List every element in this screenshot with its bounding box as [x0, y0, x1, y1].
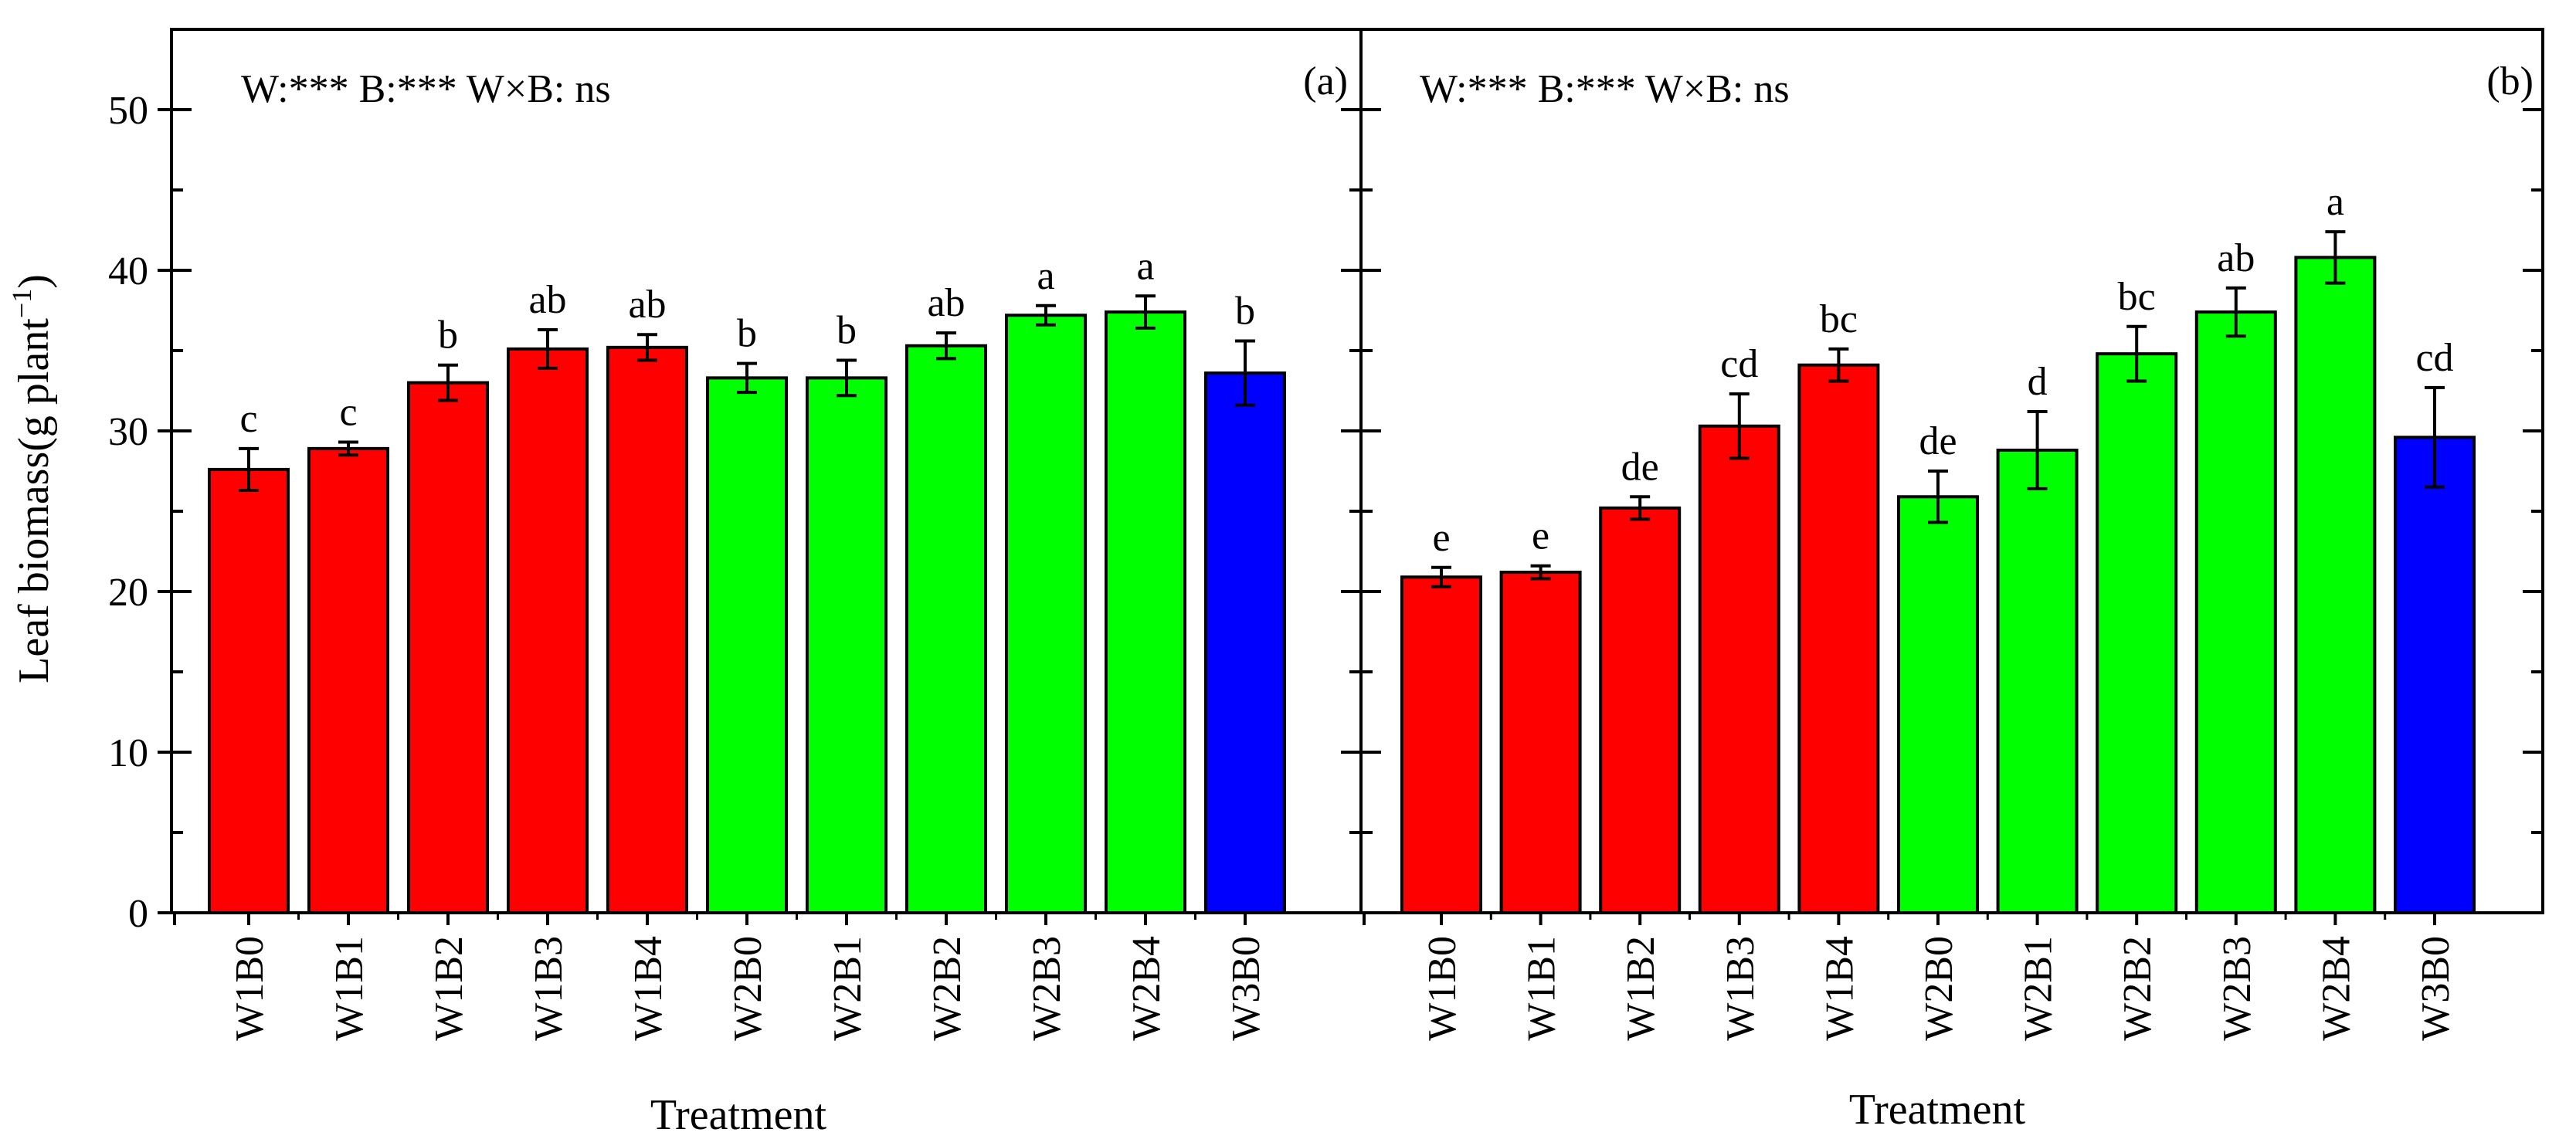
bar-w2b1-b — [1996, 448, 2079, 914]
significance-letter: bc — [2118, 275, 2156, 319]
significance-letter: e — [1532, 514, 1549, 558]
x-tick-label: W2B1 — [2017, 936, 2061, 1041]
x-tick-label: W2B0 — [1917, 936, 1961, 1041]
significance-letter: cd — [1720, 342, 1758, 386]
bar-w1b2-b — [1599, 506, 1682, 914]
bar-w2b4-b — [2294, 256, 2377, 914]
y-tick-label: 40 — [108, 249, 148, 293]
significance-letter: bc — [1820, 297, 1858, 341]
panel-a: 01020304050cW1B0cW1B1bW1B2abW1B3abW1B4bW… — [108, 28, 1363, 1139]
panel-a-tag: (a) — [1303, 59, 1348, 103]
x-tick-label: W2B0 — [726, 936, 770, 1041]
x-tick-label: W1B0 — [1420, 936, 1464, 1041]
y-axis-title: Leaf biomass(g plant−1) — [6, 274, 58, 683]
significance-letter: b — [837, 308, 857, 352]
x-tick-label: W1B1 — [1520, 936, 1564, 1041]
significance-letter: de — [1621, 445, 1659, 489]
x-tick-label: W2B1 — [826, 936, 870, 1041]
significance-letter: d — [2028, 360, 2048, 404]
y-tick-label: 20 — [108, 571, 148, 615]
x-tick-label: W1B3 — [1719, 936, 1763, 1041]
bar-w1b3-b — [1698, 424, 1780, 914]
x-tick-label: W2B3 — [2215, 936, 2259, 1041]
x-tick-label: W2B2 — [2116, 936, 2160, 1041]
bar-w1b0-b — [1400, 575, 1482, 915]
y-tick-label: 30 — [108, 410, 148, 454]
bar-w1b4-a — [606, 345, 688, 914]
y-axis-title-sup: −1 — [6, 289, 37, 318]
significance-letter: ab — [528, 278, 566, 322]
x-tick-label: W1B1 — [328, 936, 372, 1041]
x-axis-title-b: Treatment — [1849, 1086, 2026, 1134]
bar-w2b2-a — [905, 344, 987, 914]
significance-letter: a — [2327, 180, 2344, 224]
significance-letter: c — [239, 397, 257, 441]
x-tick-label: W2B4 — [1125, 936, 1169, 1041]
significance-letter: de — [1919, 419, 1957, 463]
significance-letter: ab — [2217, 236, 2255, 280]
panel-b-marks: e W1B0 e W1B1 de W1B2 cd W1B3 bc W1B4 de W2B0 d W2B1 b… — [1350, 28, 2543, 1041]
bar-w2b1-a — [806, 376, 888, 914]
x-tick-label: W2B3 — [1025, 936, 1069, 1041]
significance-letter: cd — [2415, 336, 2453, 380]
bar-w1b1-b — [1499, 571, 1582, 914]
x-tick-label: W3B0 — [2414, 936, 2458, 1041]
significance-letter: b — [1235, 290, 1255, 334]
bar-w2b0-b — [1897, 495, 1979, 914]
bar-w3b0-a — [1204, 371, 1286, 914]
bar-w3b0-b — [2394, 436, 2476, 914]
panel-b-tag: (b) — [2486, 59, 2534, 103]
x-tick-label: W1B2 — [1619, 936, 1663, 1041]
x-tick-label: W1B4 — [626, 936, 670, 1041]
significance-letter: c — [339, 391, 357, 435]
panel-a-annotation: W:*** B:*** W×B: ns — [241, 67, 611, 111]
panel-a-marks: 01020304050cW1B0cW1B1bW1B2abW1B3abW1B4bW… — [108, 28, 1361, 1041]
bar-w1b3-a — [507, 347, 589, 915]
x-tick-label: W1B2 — [427, 936, 471, 1041]
x-tick-label: W3B0 — [1224, 936, 1268, 1041]
bar-w2b2-b — [2096, 352, 2178, 915]
x-tick-label: W2B4 — [2314, 936, 2358, 1041]
significance-letter: b — [737, 312, 757, 356]
y-tick-label: 0 — [128, 892, 148, 936]
bar-w2b0-a — [706, 376, 788, 914]
significance-letter: ab — [927, 281, 965, 325]
bar-w1b1-a — [307, 446, 389, 914]
significance-letter: b — [438, 314, 458, 358]
bar-w1b2-a — [407, 381, 489, 915]
y-tick-label: 10 — [108, 731, 148, 775]
significance-letter: a — [1136, 244, 1154, 288]
significance-letter: e — [1432, 516, 1450, 560]
x-tick-label: W2B2 — [925, 936, 969, 1041]
panel-b-annotation: W:*** B:*** W×B: ns — [1420, 67, 1790, 111]
x-axis-title-a: Treatment — [650, 1091, 827, 1139]
bar-w2b3-a — [1005, 314, 1087, 914]
x-tick-label: W1B0 — [228, 936, 272, 1041]
bar-w1b4-b — [1797, 363, 1880, 915]
x-tick-label: W1B3 — [527, 936, 571, 1041]
panel-b: e W1B0 e W1B1 de W1B2 cd W1B3 bc W1B4 de W2B0 d W2B1 b… — [1350, 28, 2544, 1134]
bar-w2b4-a — [1105, 310, 1186, 914]
significance-letter: a — [1037, 254, 1054, 298]
y-tick-label: 50 — [108, 89, 148, 133]
significance-letter: ab — [628, 283, 666, 327]
bar-w1b0-a — [208, 467, 290, 914]
x-tick-label: W1B4 — [1817, 936, 1862, 1041]
bar-w2b3-b — [2194, 310, 2277, 914]
